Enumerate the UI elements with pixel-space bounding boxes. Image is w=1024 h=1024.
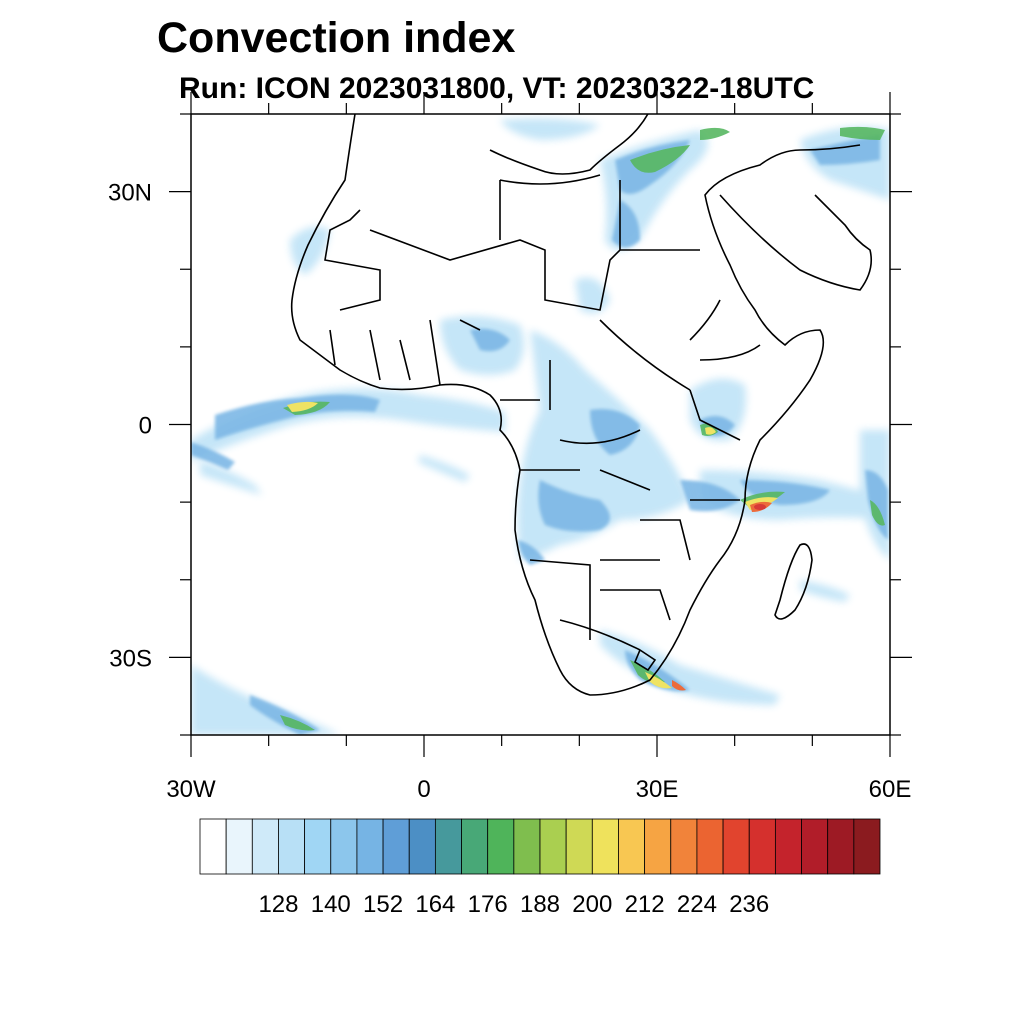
colorbar-label: 200 (572, 891, 612, 918)
colorbar: 128 140 152 164 176 188 200 212 224 236 (199, 818, 881, 918)
colorbar-label: 224 (677, 891, 717, 918)
lat-tick-label: 30N (108, 180, 152, 207)
colorbar-label: 140 (311, 891, 351, 918)
lat-tick-label: 0 (139, 413, 152, 440)
convection-field (191, 118, 890, 735)
colorbar-swatch (801, 818, 829, 875)
axis-ticks: 30W 0 30E 60E 30N 0 30S (108, 92, 912, 803)
colorbar-swatch (330, 818, 358, 875)
colorbar-swatch (539, 818, 567, 875)
colorbar-label: 212 (625, 891, 665, 918)
colorbar-swatch (591, 818, 619, 875)
colorbar-label: 164 (415, 891, 455, 918)
colorbar-swatch (434, 818, 462, 875)
colorbar-swatch (853, 818, 881, 875)
colorbar-label: 188 (520, 891, 560, 918)
colorbar-swatch (251, 818, 279, 875)
colorbar-swatch (461, 818, 489, 875)
map-subtitle: Run: ICON 2023031800, VT: 20230322-18UTC (179, 72, 815, 105)
map-title: Convection index (157, 14, 516, 62)
colorbar-swatch (382, 818, 410, 875)
colorbar-swatch (748, 818, 776, 875)
colorbar-swatch (565, 818, 593, 875)
colorbar-label: 236 (729, 891, 769, 918)
colorbar-swatch (487, 818, 515, 875)
colorbar-swatch (278, 818, 306, 875)
colorbar-swatch (513, 818, 541, 875)
colorbar-swatch (722, 818, 750, 875)
colorbar-swatch (618, 818, 646, 875)
colorbar-swatch (696, 818, 724, 875)
colorbar-swatch (408, 818, 436, 875)
colorbar-label: 152 (363, 891, 403, 918)
colorbar-swatch (644, 818, 672, 875)
colorbar-label: 176 (468, 891, 508, 918)
colorbar-label: 128 (258, 891, 298, 918)
lon-tick-label: 30E (636, 776, 679, 803)
colorbar-swatch (774, 818, 802, 875)
colorbar-swatch (225, 818, 253, 875)
colorbar-swatch (670, 818, 698, 875)
lon-tick-label: 0 (417, 776, 430, 803)
lat-tick-label: 30S (109, 645, 152, 672)
colorbar-swatch (827, 818, 855, 875)
colorbar-swatch (356, 818, 384, 875)
colorbar-swatch (199, 818, 227, 875)
coastlines (290, 114, 873, 696)
lon-tick-label: 30W (166, 776, 216, 803)
colorbar-swatch (304, 818, 332, 875)
lon-tick-label: 60E (869, 776, 912, 803)
